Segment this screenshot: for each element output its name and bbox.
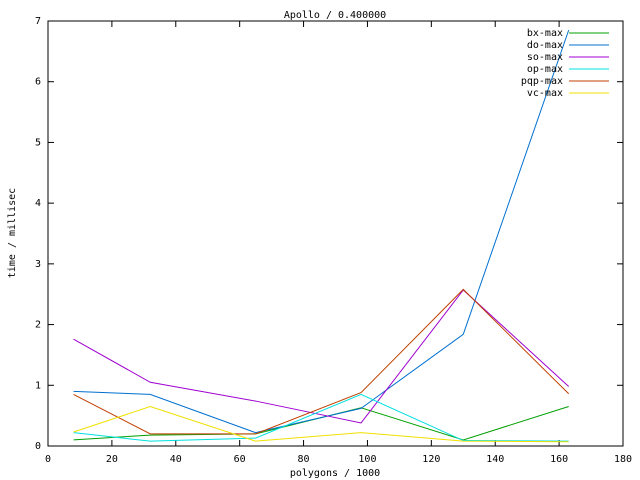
series-line xyxy=(73,406,569,441)
legend-label: vc-max xyxy=(527,88,563,99)
y-tick-label: 0 xyxy=(35,441,41,452)
x-tick-label: 100 xyxy=(358,454,376,465)
x-tick-label: 0 xyxy=(45,454,51,465)
series-line xyxy=(73,288,570,435)
legend-label: so-max xyxy=(527,52,563,63)
series-line xyxy=(73,406,569,443)
legend-label: bx-max xyxy=(527,28,563,39)
x-axis-label: polygons / 1000 xyxy=(290,468,380,479)
legend-label: pqp-max xyxy=(521,76,563,87)
y-tick-label: 1 xyxy=(35,380,41,391)
x-tick-label: 60 xyxy=(234,454,246,465)
x-tick-label: 40 xyxy=(170,454,182,465)
chart-title: Apollo / 0.400000 xyxy=(284,10,386,21)
x-tick-label: 180 xyxy=(614,454,632,465)
y-tick-label: 5 xyxy=(35,137,41,148)
y-tick-label: 4 xyxy=(35,198,41,209)
series-line xyxy=(73,393,569,442)
y-tick-label: 3 xyxy=(35,259,41,270)
y-tick-label: 6 xyxy=(35,77,41,88)
x-tick-label: 160 xyxy=(550,454,568,465)
y-tick-label: 7 xyxy=(35,16,41,27)
series-line xyxy=(73,289,570,424)
x-tick-label: 80 xyxy=(298,454,310,465)
legend-label: op-max xyxy=(527,64,563,75)
x-tick-label: 20 xyxy=(106,454,118,465)
series-line xyxy=(73,29,570,434)
plot-border xyxy=(47,20,624,447)
x-tick-label: 140 xyxy=(486,454,504,465)
y-axis-label: time / millisec xyxy=(7,188,18,278)
y-tick-label: 2 xyxy=(35,320,41,331)
legend-label: do-max xyxy=(527,40,563,51)
x-tick-label: 120 xyxy=(422,454,440,465)
